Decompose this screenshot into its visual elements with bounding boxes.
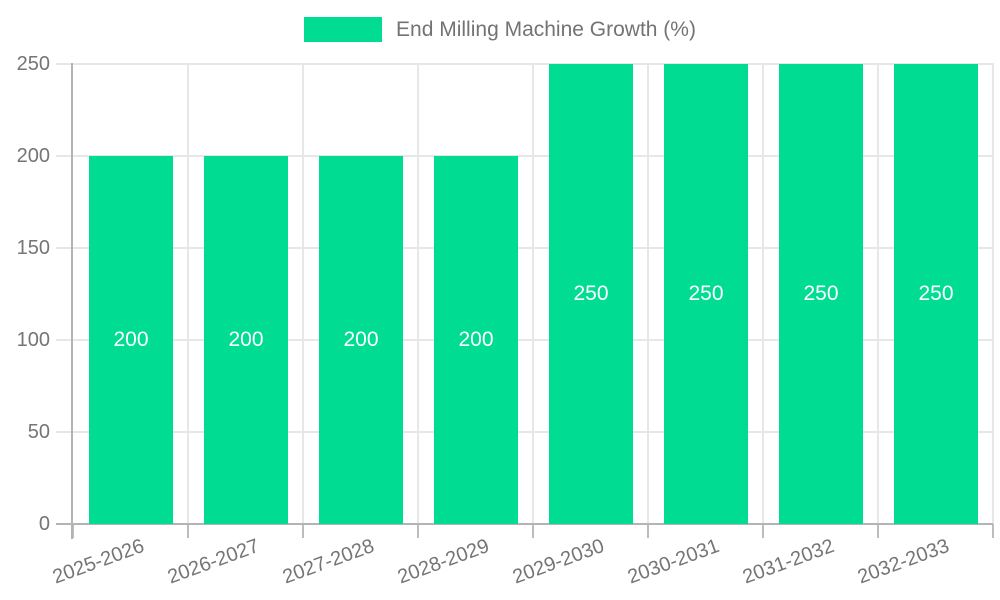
bar-2032-2033[interactable] bbox=[894, 64, 978, 524]
y-axis-tick-label: 200 bbox=[16, 145, 50, 167]
y-axis-tick-label: 0 bbox=[38, 513, 50, 535]
bar-2028-2029[interactable] bbox=[434, 156, 518, 524]
x-gridline bbox=[417, 63, 419, 524]
y-gridline bbox=[56, 155, 993, 157]
x-axis-category-label: 2025-2026 bbox=[50, 535, 148, 589]
x-axis-tick bbox=[532, 524, 534, 538]
x-axis-line bbox=[56, 523, 993, 525]
x-axis-tick bbox=[417, 524, 419, 538]
legend-label: End Milling Machine Growth (%) bbox=[396, 17, 696, 41]
legend-item[interactable]: End Milling Machine Growth (%) bbox=[0, 17, 1000, 42]
x-axis-tick bbox=[72, 524, 74, 538]
x-axis-category-label: 2031-2032 bbox=[740, 535, 838, 589]
y-axis-tick-label: 100 bbox=[16, 329, 50, 351]
x-axis-tick bbox=[647, 524, 649, 538]
y-axis-tick-label: 50 bbox=[27, 421, 50, 443]
y-gridline bbox=[56, 63, 993, 65]
y-axis-line bbox=[71, 63, 73, 539]
x-axis-category-label: 2026-2027 bbox=[165, 535, 263, 589]
x-axis-category-label: 2032-2033 bbox=[855, 535, 953, 589]
x-axis-category-label: 2028-2029 bbox=[395, 535, 493, 589]
x-axis-tick bbox=[762, 524, 764, 538]
bar-2030-2031[interactable] bbox=[664, 64, 748, 524]
y-axis-tick-label: 250 bbox=[16, 53, 50, 75]
x-gridline bbox=[532, 63, 534, 524]
y-gridline bbox=[56, 431, 993, 433]
x-axis-tick bbox=[992, 524, 994, 538]
y-gridline bbox=[56, 247, 993, 249]
bar-2027-2028[interactable] bbox=[319, 156, 403, 524]
x-axis-category-label: 2030-2031 bbox=[625, 535, 723, 589]
x-axis-tick bbox=[187, 524, 189, 538]
x-axis-category-label: 2029-2030 bbox=[510, 535, 608, 589]
x-gridline bbox=[302, 63, 304, 524]
x-axis-tick bbox=[302, 524, 304, 538]
legend-swatch-icon bbox=[304, 17, 383, 42]
x-gridline bbox=[187, 63, 189, 524]
bar-2026-2027[interactable] bbox=[204, 156, 288, 524]
x-axis-category-label: 2027-2028 bbox=[280, 535, 378, 589]
y-gridline bbox=[56, 339, 993, 341]
y-axis-tick-label: 150 bbox=[16, 237, 50, 259]
x-gridline bbox=[647, 63, 649, 524]
bar-2025-2026[interactable] bbox=[89, 156, 173, 524]
x-gridline bbox=[877, 63, 879, 524]
bar-2029-2030[interactable] bbox=[549, 64, 633, 524]
x-gridline bbox=[992, 63, 994, 524]
x-axis-tick bbox=[877, 524, 879, 538]
x-gridline bbox=[762, 63, 764, 524]
bar-2031-2032[interactable] bbox=[779, 64, 863, 524]
